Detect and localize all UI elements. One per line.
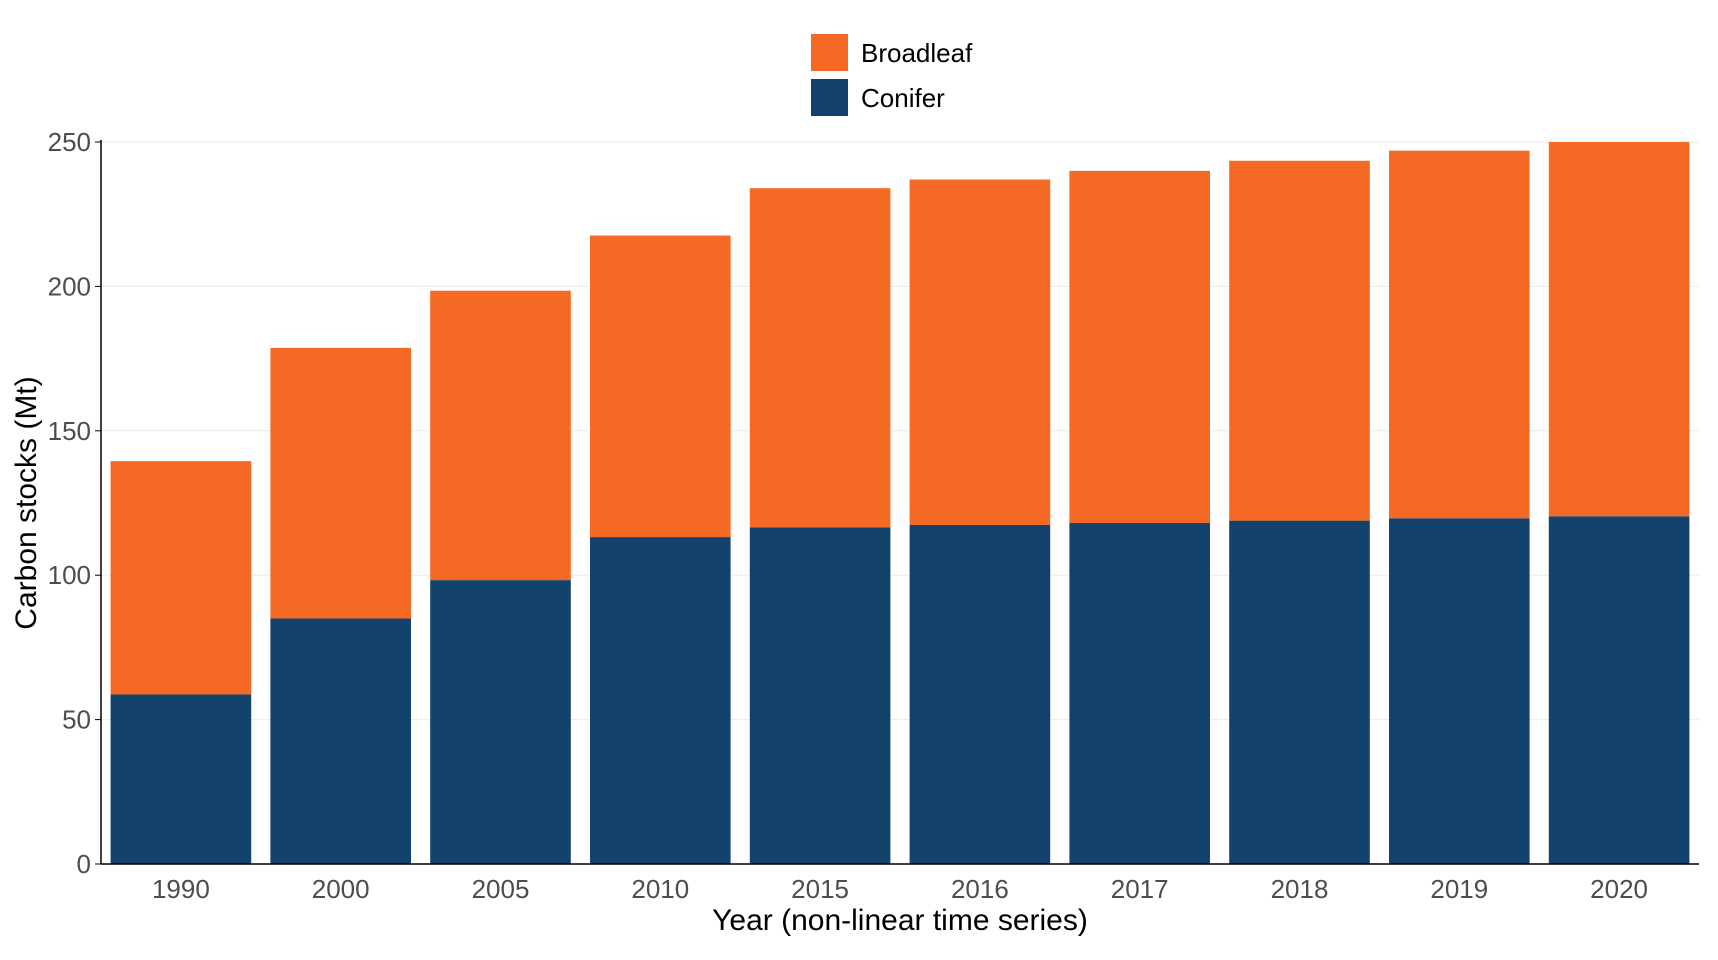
bar-broadleaf-2020 [1548, 142, 1690, 517]
y-axis-title: Carbon stocks (Mt) [10, 376, 43, 629]
bar-conifer-2010 [589, 537, 731, 864]
x-tick-label: 2000 [312, 874, 370, 904]
x-tick-label: 2010 [631, 874, 689, 904]
bar-broadleaf-1990 [110, 461, 252, 695]
x-tick-label: 1990 [152, 874, 210, 904]
x-axis-ticks: 1990 2000 2005 2010 2015 2016 2017 2018 2019 2020 [152, 874, 1648, 904]
bar-broadleaf-2010 [589, 235, 731, 538]
bar-broadleaf-2018 [1229, 160, 1370, 521]
bar-conifer-2016 [909, 524, 1051, 864]
bar-broadleaf-2019 [1388, 150, 1530, 519]
x-tick-label: 2005 [472, 874, 530, 904]
bar-conifer-2015 [749, 527, 891, 864]
y-tick-label: 0 [77, 849, 91, 879]
legend: Broadleaf Conifer [811, 34, 973, 116]
bar-broadleaf-2000 [270, 347, 412, 619]
y-tick-label: 100 [48, 560, 91, 590]
legend-swatch-broadleaf [811, 34, 848, 71]
y-tick-label: 50 [62, 705, 91, 735]
bar-broadleaf-2005 [430, 290, 571, 581]
bar-conifer-1990 [110, 694, 252, 864]
y-tick-label: 200 [48, 271, 91, 301]
bar-broadleaf-2016 [909, 179, 1051, 525]
x-tick-label: 2017 [1111, 874, 1169, 904]
y-tick-label: 250 [48, 127, 91, 157]
y-tick-label: 150 [48, 416, 91, 446]
bar-conifer-2005 [430, 580, 571, 864]
legend-swatch-conifer [811, 79, 848, 116]
bar-conifer-2020 [1548, 516, 1690, 864]
x-tick-label: 2018 [1271, 874, 1329, 904]
legend-label-conifer: Conifer [861, 83, 945, 113]
bar-conifer-2000 [270, 618, 412, 864]
x-tick-label: 2015 [791, 874, 849, 904]
legend-label-broadleaf: Broadleaf [861, 38, 973, 68]
bar-conifer-2018 [1229, 520, 1370, 864]
bar-broadleaf-2017 [1069, 170, 1211, 523]
bars [110, 142, 1690, 864]
x-tick-label: 2019 [1430, 874, 1488, 904]
bar-broadleaf-2015 [749, 188, 891, 528]
x-tick-label: 2016 [951, 874, 1009, 904]
bar-conifer-2019 [1388, 518, 1530, 864]
y-axis-ticks: 0 50 100 150 200 250 [48, 127, 101, 879]
x-axis-title: Year (non-linear time series) [712, 904, 1088, 937]
bar-conifer-2017 [1069, 522, 1211, 864]
x-tick-label: 2020 [1590, 874, 1648, 904]
